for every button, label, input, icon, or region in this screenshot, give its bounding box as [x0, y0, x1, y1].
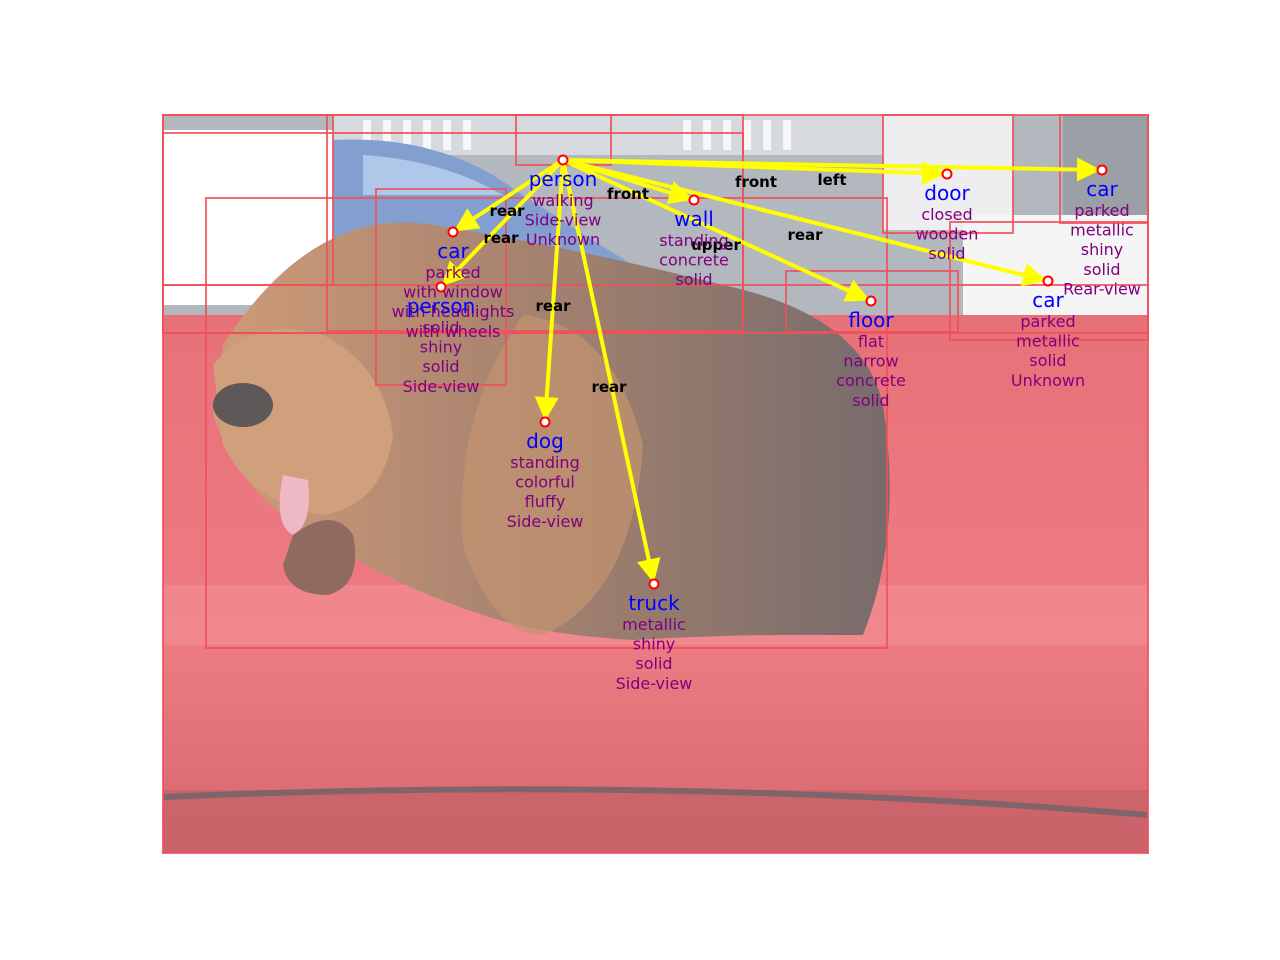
node-marker — [1096, 164, 1108, 176]
node-attribute: parked — [1020, 312, 1075, 331]
relation-arrow-1 — [441, 158, 565, 287]
relation-label: rear — [535, 297, 571, 315]
node-name: floor — [848, 308, 894, 332]
bbox-10 — [162, 284, 1149, 334]
node-attribute: Side-view — [507, 512, 584, 531]
node-marker — [1042, 275, 1054, 287]
relation-arrows — [441, 157, 1102, 584]
relation-label: front — [735, 173, 777, 191]
node-attribute: concrete — [836, 371, 906, 390]
relation-label: rear — [489, 202, 525, 220]
relation-arrow-2 — [534, 159, 565, 422]
node-name: door — [924, 181, 970, 205]
relation-label: rear — [483, 229, 519, 247]
bbox-4 — [375, 188, 507, 386]
node-name: wall — [674, 207, 714, 231]
node-name: car — [437, 239, 469, 263]
relation-label: left — [817, 171, 846, 189]
relation-label: rear — [591, 378, 627, 396]
node-attribute: closed — [921, 205, 972, 224]
node-name: person — [407, 294, 476, 318]
node-attribute: solid — [675, 270, 712, 289]
bbox-3 — [205, 197, 888, 649]
node-attribute: Unknown — [1011, 371, 1085, 390]
bbox-0 — [162, 114, 1149, 854]
node-name: truck — [628, 591, 680, 615]
bbox-8 — [949, 221, 1149, 341]
node-attribute: standing — [510, 453, 579, 472]
node-name: person — [529, 167, 598, 191]
relation-arrow-8 — [562, 158, 1048, 287]
node-attribute: fluffy — [525, 492, 566, 511]
node-marker — [557, 154, 569, 166]
bbox-6 — [882, 114, 1014, 234]
node-attribute: standing — [659, 231, 728, 250]
node-attribute: solid — [852, 391, 889, 410]
node-attribute: Rear-view — [1063, 279, 1141, 298]
node-attribute: parked — [425, 263, 480, 282]
node-marker — [865, 295, 877, 307]
relation-arrow-3 — [561, 159, 661, 584]
node-attribute: flat — [858, 332, 884, 351]
node-attribute: shiny — [420, 338, 463, 357]
node-attribute: Side-view — [525, 211, 602, 230]
relation-arrow-5 — [562, 158, 871, 302]
node-attribute: walking — [532, 191, 593, 210]
node-name: dog — [526, 429, 564, 453]
relation-label: rear — [787, 226, 823, 244]
bbox-11 — [162, 114, 334, 286]
node-attribute: solid — [1083, 260, 1120, 279]
node-attribute: narrow — [843, 352, 898, 371]
node-attribute: metallic — [622, 615, 686, 634]
node-marker — [941, 168, 953, 180]
node-attribute: Side-view — [403, 377, 480, 396]
relation-arrow-0 — [453, 158, 565, 232]
node-attribute: concrete — [659, 251, 729, 270]
relation-labels: rear rear rear rear front upper front left rear — [483, 171, 846, 396]
node-attribute: solid — [928, 244, 965, 263]
node-attribute: Unknown — [526, 230, 600, 249]
node-attribute: solid — [422, 318, 459, 337]
node-attribute: solid — [422, 357, 459, 376]
node-attribute: solid — [635, 654, 672, 673]
node-attribute: with headlights — [392, 302, 515, 321]
node-marker — [648, 578, 660, 590]
node-attribute: metallic — [1016, 332, 1080, 351]
node-attribute: with window — [403, 283, 503, 302]
node-marker — [435, 281, 447, 293]
node-attribute: solid — [1029, 351, 1066, 370]
node-name: car — [1086, 177, 1118, 201]
node-marker — [688, 194, 700, 206]
node-name: car — [1032, 288, 1064, 312]
node-attribute: colorful — [515, 473, 575, 492]
node-marker — [447, 226, 459, 238]
node-attribute: metallic — [1070, 221, 1134, 240]
object-nodes: personwalkingSide-viewUnknowncarparkedwi… — [392, 154, 1141, 693]
node-attribute: Side-view — [616, 674, 693, 693]
relation-label: upper — [691, 236, 741, 254]
relation-label: front — [607, 185, 649, 203]
node-attribute: with wheels — [406, 322, 501, 341]
node-attribute: parked — [1074, 201, 1129, 220]
node-attribute: shiny — [1081, 240, 1124, 259]
node-attribute: shiny — [633, 635, 676, 654]
node-marker — [539, 416, 551, 428]
node-attribute: wooden — [916, 225, 979, 244]
relation-arrow-7 — [562, 157, 1102, 182]
bounding-boxes — [162, 114, 1149, 854]
